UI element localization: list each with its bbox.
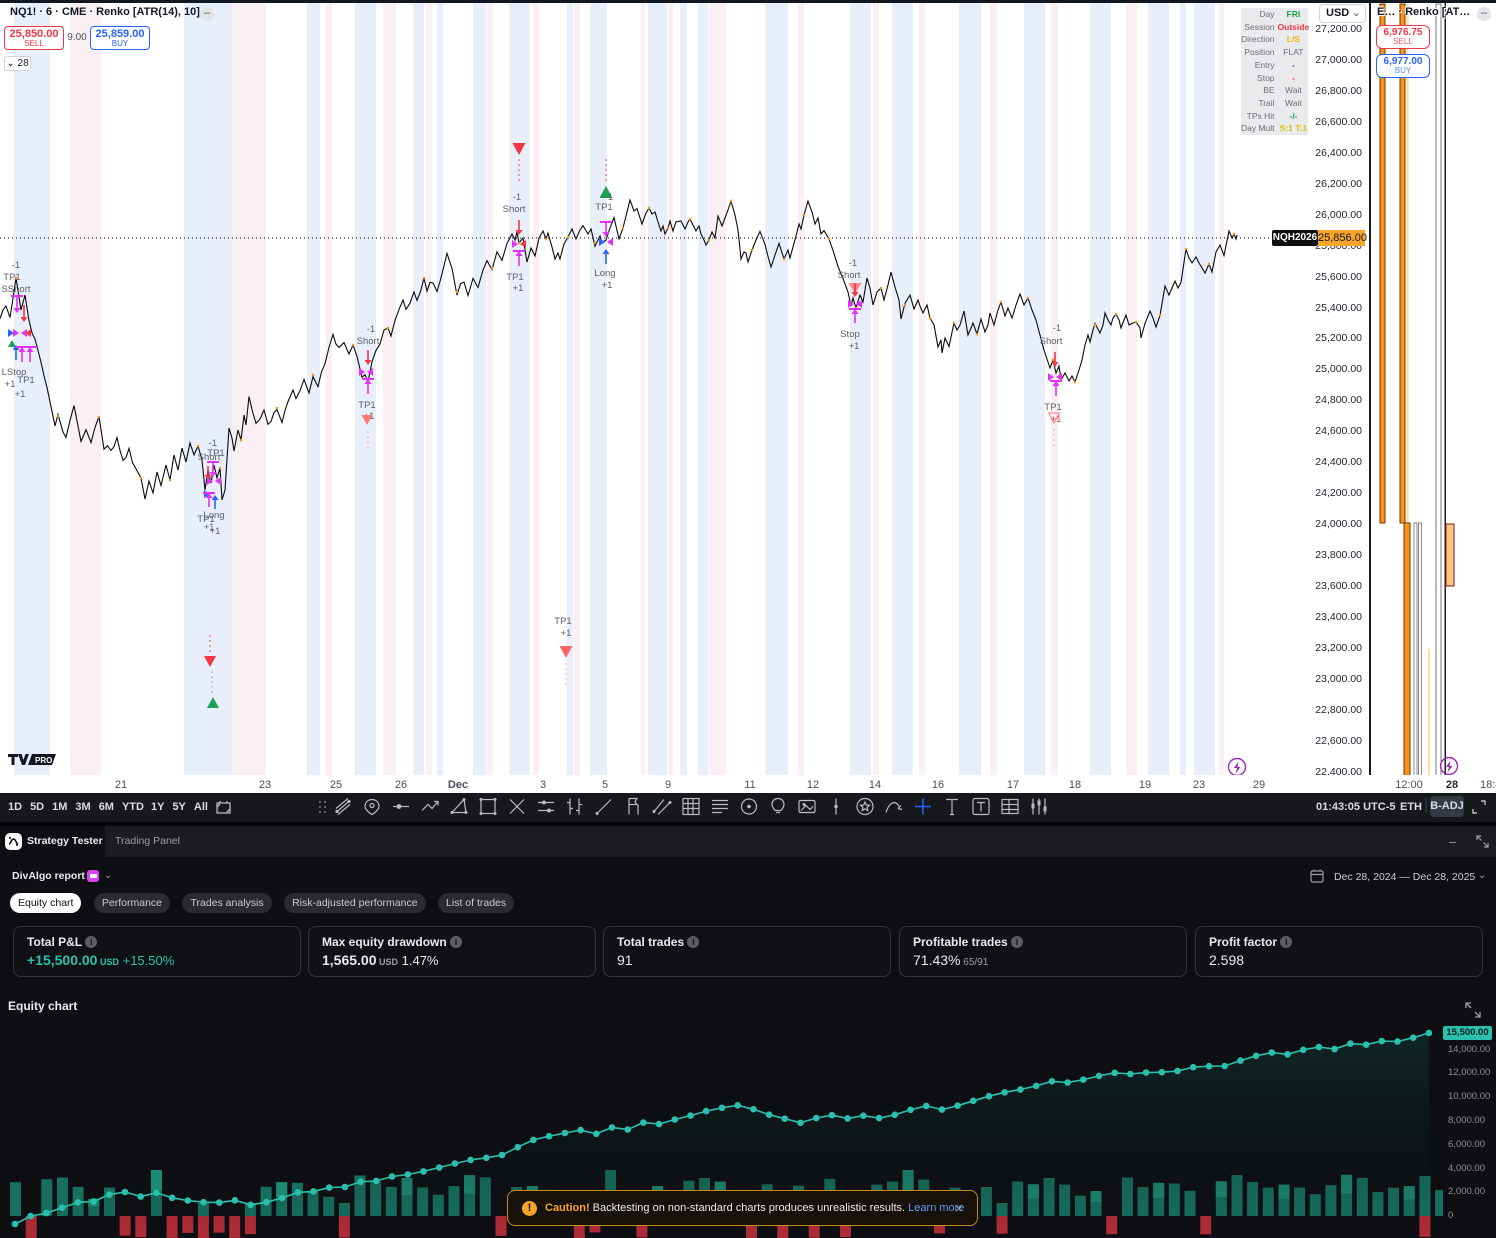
svg-text:-1: -1: [513, 192, 521, 203]
svg-text:+1: +1: [15, 389, 26, 400]
svg-text:-1: -1: [209, 438, 217, 449]
svg-text:-1: -1: [849, 258, 857, 269]
svg-text:TP1: TP1: [358, 400, 375, 411]
svg-text:+1: +1: [210, 526, 221, 537]
svg-text:+1: +1: [602, 280, 613, 291]
svg-text:-1: -1: [605, 192, 613, 203]
svg-text:+1: +1: [849, 341, 860, 352]
svg-text:TP1: TP1: [595, 202, 612, 213]
svg-text:Short: Short: [357, 336, 380, 347]
svg-text:+1: +1: [204, 522, 215, 533]
svg-text:TP1: TP1: [197, 514, 214, 525]
svg-text:PRO: PRO: [35, 756, 52, 765]
svg-text:TP1: TP1: [3, 272, 20, 283]
svg-text:TP1: TP1: [1044, 402, 1061, 413]
svg-text:Short: Short: [838, 270, 861, 281]
svg-text:Short: Short: [503, 204, 526, 215]
svg-text:TP1: TP1: [554, 616, 571, 627]
svg-text:-1: -1: [1053, 323, 1061, 334]
svg-text:-1: -1: [367, 324, 375, 335]
svg-text:+1: +1: [1051, 414, 1062, 425]
svg-text:Stop: Stop: [840, 329, 860, 340]
svg-text:+1: +1: [561, 628, 572, 639]
svg-text:TP1: TP1: [506, 272, 523, 283]
svg-text:+1: +1: [513, 283, 524, 294]
svg-text:Short: Short: [198, 452, 221, 463]
svg-text:Long: Long: [594, 268, 615, 279]
svg-text:TP1: TP1: [207, 448, 224, 459]
svg-text:Short: Short: [1040, 336, 1063, 347]
svg-text:SShort: SShort: [1, 284, 30, 295]
svg-text:+1: +1: [5, 379, 16, 390]
svg-text:Long: Long: [203, 510, 224, 521]
svg-text:TP1: TP1: [17, 375, 34, 386]
svg-text:LStop: LStop: [2, 367, 27, 378]
svg-text:-1: -1: [12, 260, 20, 271]
